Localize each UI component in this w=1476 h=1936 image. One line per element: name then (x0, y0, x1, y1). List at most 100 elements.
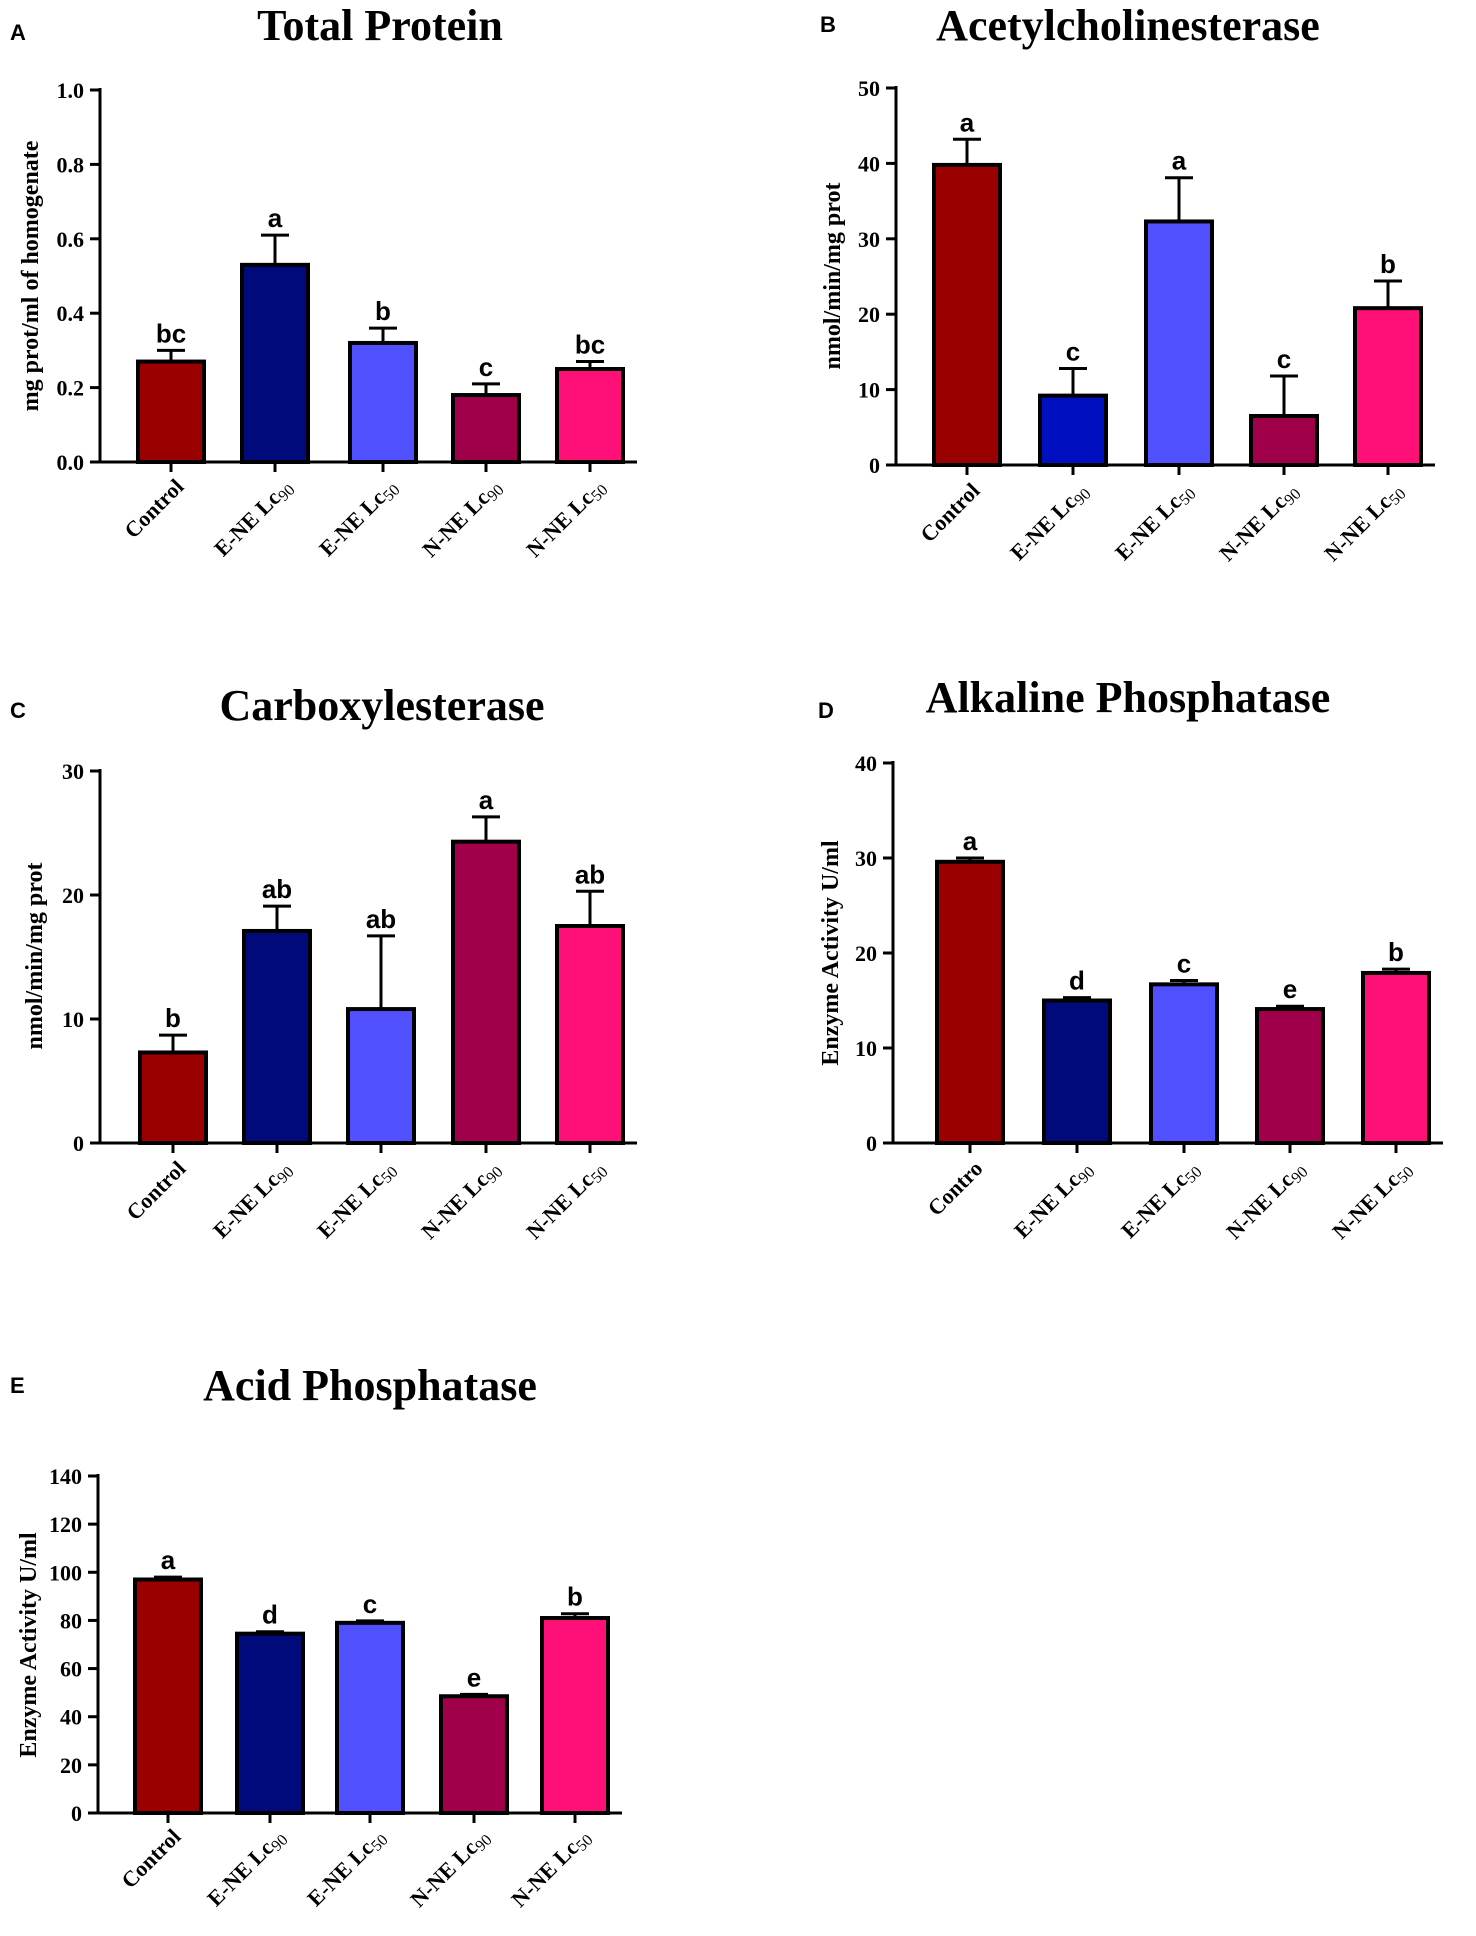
significance-label: e (1283, 974, 1297, 1004)
bar (932, 162, 1002, 468)
significance-label: a (963, 826, 978, 856)
significance-label: b (165, 1003, 181, 1033)
bar (242, 928, 312, 1146)
significance-label: c (1066, 336, 1080, 366)
y-tick-label: 20 (60, 1753, 82, 1778)
category-label-main: E-NE Lc (202, 1835, 278, 1911)
category-label: N-NE Lc90 (417, 474, 507, 564)
y-tick-label: 0 (866, 1131, 877, 1156)
category-label: N-NE Lc50 (521, 1156, 611, 1246)
y-tick-label: 10 (858, 378, 880, 403)
category-label-main: Control (121, 1156, 190, 1225)
category-label: N-NE Lc50 (521, 474, 611, 564)
category-label-main: E-NE Lc (302, 1835, 378, 1911)
y-tick-label: 60 (60, 1657, 82, 1682)
significance-label: b (567, 1582, 583, 1612)
category-label: N-NE Lc50 (1319, 478, 1409, 568)
category-label: N-NE Lc90 (416, 1156, 506, 1246)
bar (1249, 413, 1319, 467)
bar (133, 1577, 203, 1816)
category-label: E-NE Lc90 (209, 474, 298, 563)
y-tick-label: 0.2 (57, 376, 85, 401)
bar (1042, 998, 1112, 1145)
significance-label: a (1172, 146, 1187, 176)
category-label-main: E-NE Lc (1005, 489, 1081, 565)
y-tick-label: 0 (71, 1801, 82, 1826)
category-label: E-NE Lc50 (314, 474, 403, 563)
significance-label: ab (575, 859, 605, 889)
category-label-main: Control (915, 478, 984, 547)
y-axis-label: Enzyme Activity U/ml (818, 840, 844, 1066)
category-label-main: N-NE Lc (1221, 1167, 1298, 1244)
chart-title: Acid Phosphatase (203, 1361, 537, 1410)
bar (540, 1616, 610, 1816)
significance-label: c (1277, 344, 1291, 374)
chart-title: Alkaline Phosphatase (926, 673, 1331, 722)
category-label-main: E-NE Lc (1116, 1167, 1192, 1243)
y-tick-label: 20 (62, 883, 84, 908)
significance-label: c (363, 1589, 377, 1619)
category-label-main: N-NE Lc (416, 1167, 493, 1244)
y-tick-label: 140 (49, 1464, 82, 1489)
y-tick-label: 0.6 (57, 227, 85, 252)
significance-label: ab (262, 874, 292, 904)
significance-label: a (161, 1545, 176, 1575)
y-tick-label: 0.8 (57, 152, 85, 177)
y-axis-label: nmol/min/mg prot (22, 863, 48, 1050)
y-tick-label: 0 (73, 1131, 84, 1156)
y-tick-label: 1.0 (57, 78, 85, 103)
significance-label: b (375, 296, 391, 326)
significance-label: c (479, 352, 493, 382)
category-label-main: Control (119, 474, 188, 543)
category-label-main: E-NE Lc (1009, 1167, 1085, 1243)
bar (1255, 1007, 1325, 1145)
bar (235, 1631, 305, 1815)
y-tick-label: 30 (855, 846, 877, 871)
category-label: E-NE Lc90 (202, 1824, 291, 1913)
y-axis-label: nmol/min/mg prot (820, 183, 846, 370)
significance-label: ab (366, 904, 396, 934)
category-label: N-NE Lc90 (1221, 1156, 1311, 1246)
y-tick-label: 20 (855, 941, 877, 966)
significance-label: c (1177, 949, 1191, 979)
category-label: N-NE Lc90 (1214, 478, 1304, 568)
bar (1353, 306, 1423, 467)
category-label: Contro (923, 1156, 988, 1221)
panel-letter: D (818, 698, 834, 723)
chart-panel-d: D Alkaline Phosphatase Enzyme Activity U/m… (818, 673, 1443, 1246)
category-label-main: E-NE Lc (1110, 489, 1186, 565)
significance-label: b (1380, 249, 1396, 279)
significance-label: e (467, 1662, 481, 1692)
category-label: N-NE Lc50 (1327, 1156, 1417, 1246)
significance-label: bc (575, 330, 605, 360)
y-tick-label: 20 (858, 302, 880, 327)
category-label: Control (121, 1156, 190, 1225)
category-label-main: E-NE Lc (314, 485, 390, 561)
y-tick-label: 40 (60, 1705, 82, 1730)
significance-label: d (262, 1600, 278, 1630)
y-tick-label: 50 (858, 76, 880, 101)
category-label-main: Contro (923, 1156, 988, 1221)
category-label: E-NE Lc50 (1110, 478, 1199, 567)
category-label-main: N-NE Lc (405, 1835, 482, 1912)
y-tick-label: 40 (855, 751, 877, 776)
y-tick-label: 30 (858, 227, 880, 252)
y-axis-label: Enzyme Activity U/ml (16, 1532, 42, 1758)
bar (1038, 393, 1108, 467)
y-tick-label: 0.4 (57, 301, 85, 326)
bar (1144, 219, 1214, 467)
category-label: N-NE Lc50 (506, 1824, 596, 1914)
category-label-main: Control (116, 1824, 185, 1893)
category-label: Control (119, 474, 188, 543)
category-label-main: N-NE Lc (417, 485, 494, 562)
bar (138, 1050, 208, 1145)
category-label: E-NE Lc50 (312, 1156, 401, 1245)
category-label: E-NE Lc90 (1005, 478, 1094, 567)
category-label: E-NE Lc90 (1009, 1156, 1098, 1245)
category-label-main: N-NE Lc (521, 1167, 598, 1244)
chart-title: Total Protein (257, 1, 503, 50)
category-label: E-NE Lc50 (1116, 1156, 1205, 1245)
category-label: E-NE Lc90 (208, 1156, 297, 1245)
